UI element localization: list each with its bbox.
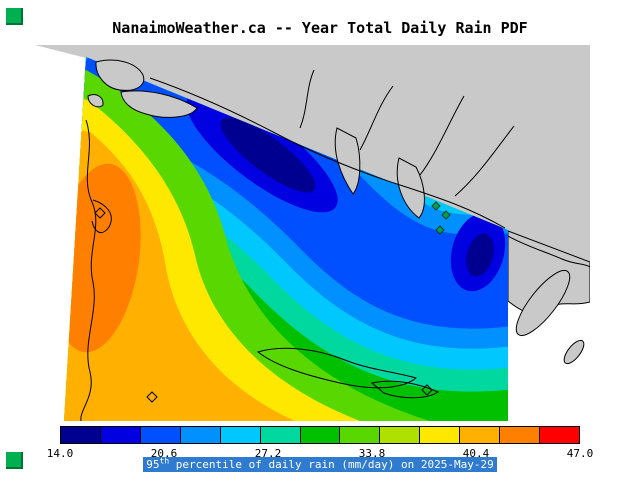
colorbar-segment (260, 427, 301, 443)
colorbar-segment (340, 427, 381, 443)
peninsula-finger-2 (396, 157, 425, 219)
green-badge-top-left (6, 8, 23, 25)
caption-prefix: 95 (146, 458, 160, 471)
colorbar-tick: 40.4 (462, 447, 490, 460)
island-texada (515, 269, 571, 337)
island-top-2 (120, 90, 198, 118)
caption-rest: percentile of daily rain (mm/day) on 202… (169, 458, 494, 471)
colorbar-tick: 33.8 (358, 447, 386, 460)
coastlines (80, 69, 590, 422)
coast-spur (91, 199, 112, 234)
contour-field (64, 57, 508, 421)
open-diamond-marker (146, 391, 158, 403)
open-diamond-marker (94, 207, 106, 219)
open-diamond-marker (421, 384, 433, 396)
station-diamond-markers (431, 201, 451, 235)
island-outline-gabriola (256, 347, 418, 389)
colorbar-tick: 20.6 (150, 447, 178, 460)
band-navy-east (466, 233, 494, 277)
open-diamond-markers (94, 207, 433, 403)
grey-islands (87, 59, 198, 118)
inlet-line-2 (419, 95, 465, 176)
vancouver-island-coast (80, 119, 97, 422)
colorbar-segment (500, 427, 541, 443)
green-badge-bottom-left (6, 452, 23, 469)
colorbar-segment (180, 427, 221, 443)
colorbar-segment (420, 427, 461, 443)
caption: 95th percentile of daily rain (mm/day) o… (143, 456, 497, 472)
colorbar-segment (140, 427, 181, 443)
caption-row: 95th percentile of daily rain (mm/day) o… (0, 456, 640, 472)
colorbar-tick: 14.0 (46, 447, 74, 460)
colorbar-segment (100, 427, 141, 443)
colorbar-segment (460, 427, 501, 443)
island-small (563, 339, 585, 365)
colorbar-segment (220, 427, 261, 443)
inlet-line-1 (359, 85, 394, 151)
colorbar (60, 426, 580, 444)
island-outline-small (370, 380, 440, 399)
page-title: NanaimoWeather.ca -- Year Total Daily Ra… (112, 19, 528, 37)
colorbar-tick: 47.0 (566, 447, 594, 460)
colorbar-segment (300, 427, 341, 443)
colorbar-segment (540, 427, 579, 443)
peninsula-finger-1 (334, 127, 361, 195)
mainland-coastline (149, 77, 506, 229)
coast-right (507, 235, 590, 268)
band-navy-north (220, 117, 316, 193)
colorbar-segment (61, 427, 101, 443)
island-top-3 (87, 94, 104, 108)
inlet-line-4 (299, 69, 315, 129)
colorbar-tick: 27.2 (254, 447, 282, 460)
colorbar-segment (380, 427, 421, 443)
station-diamond-marker (431, 201, 441, 211)
rain-map-svg (35, 45, 590, 422)
caption-superscript: th (159, 456, 170, 466)
rain-map (35, 45, 590, 422)
island-top-1 (95, 59, 145, 91)
station-diamond-marker (435, 225, 445, 235)
mainland-land (35, 45, 590, 262)
inlet-line-3 (454, 125, 515, 197)
station-diamond-marker (441, 210, 451, 220)
